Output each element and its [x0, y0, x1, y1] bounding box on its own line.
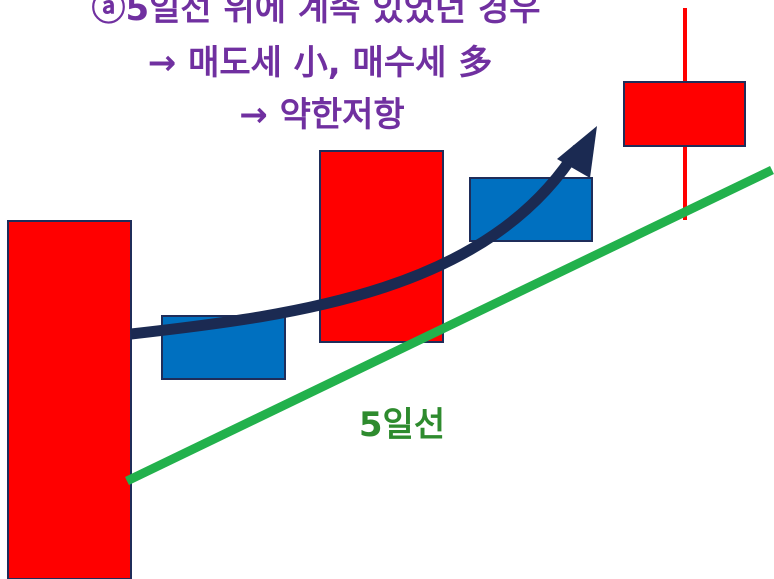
- title-line-3: → 약한저항: [239, 95, 404, 135]
- candle-1-bullish: [7, 220, 132, 579]
- ma5-label: 5일선: [359, 405, 445, 445]
- candle-5-bullish: [623, 81, 746, 147]
- ma5-line: [125, 165, 774, 486]
- trend-arrow-head: [557, 126, 597, 178]
- title-line-1: ⓐ5일선 위에 계속 있었던 경우: [91, 0, 540, 29]
- candle-3-bullish: [319, 150, 444, 343]
- title-line-2: → 매도세 小, 매수세 多: [148, 43, 492, 83]
- trend-arrow-curve: [130, 145, 583, 340]
